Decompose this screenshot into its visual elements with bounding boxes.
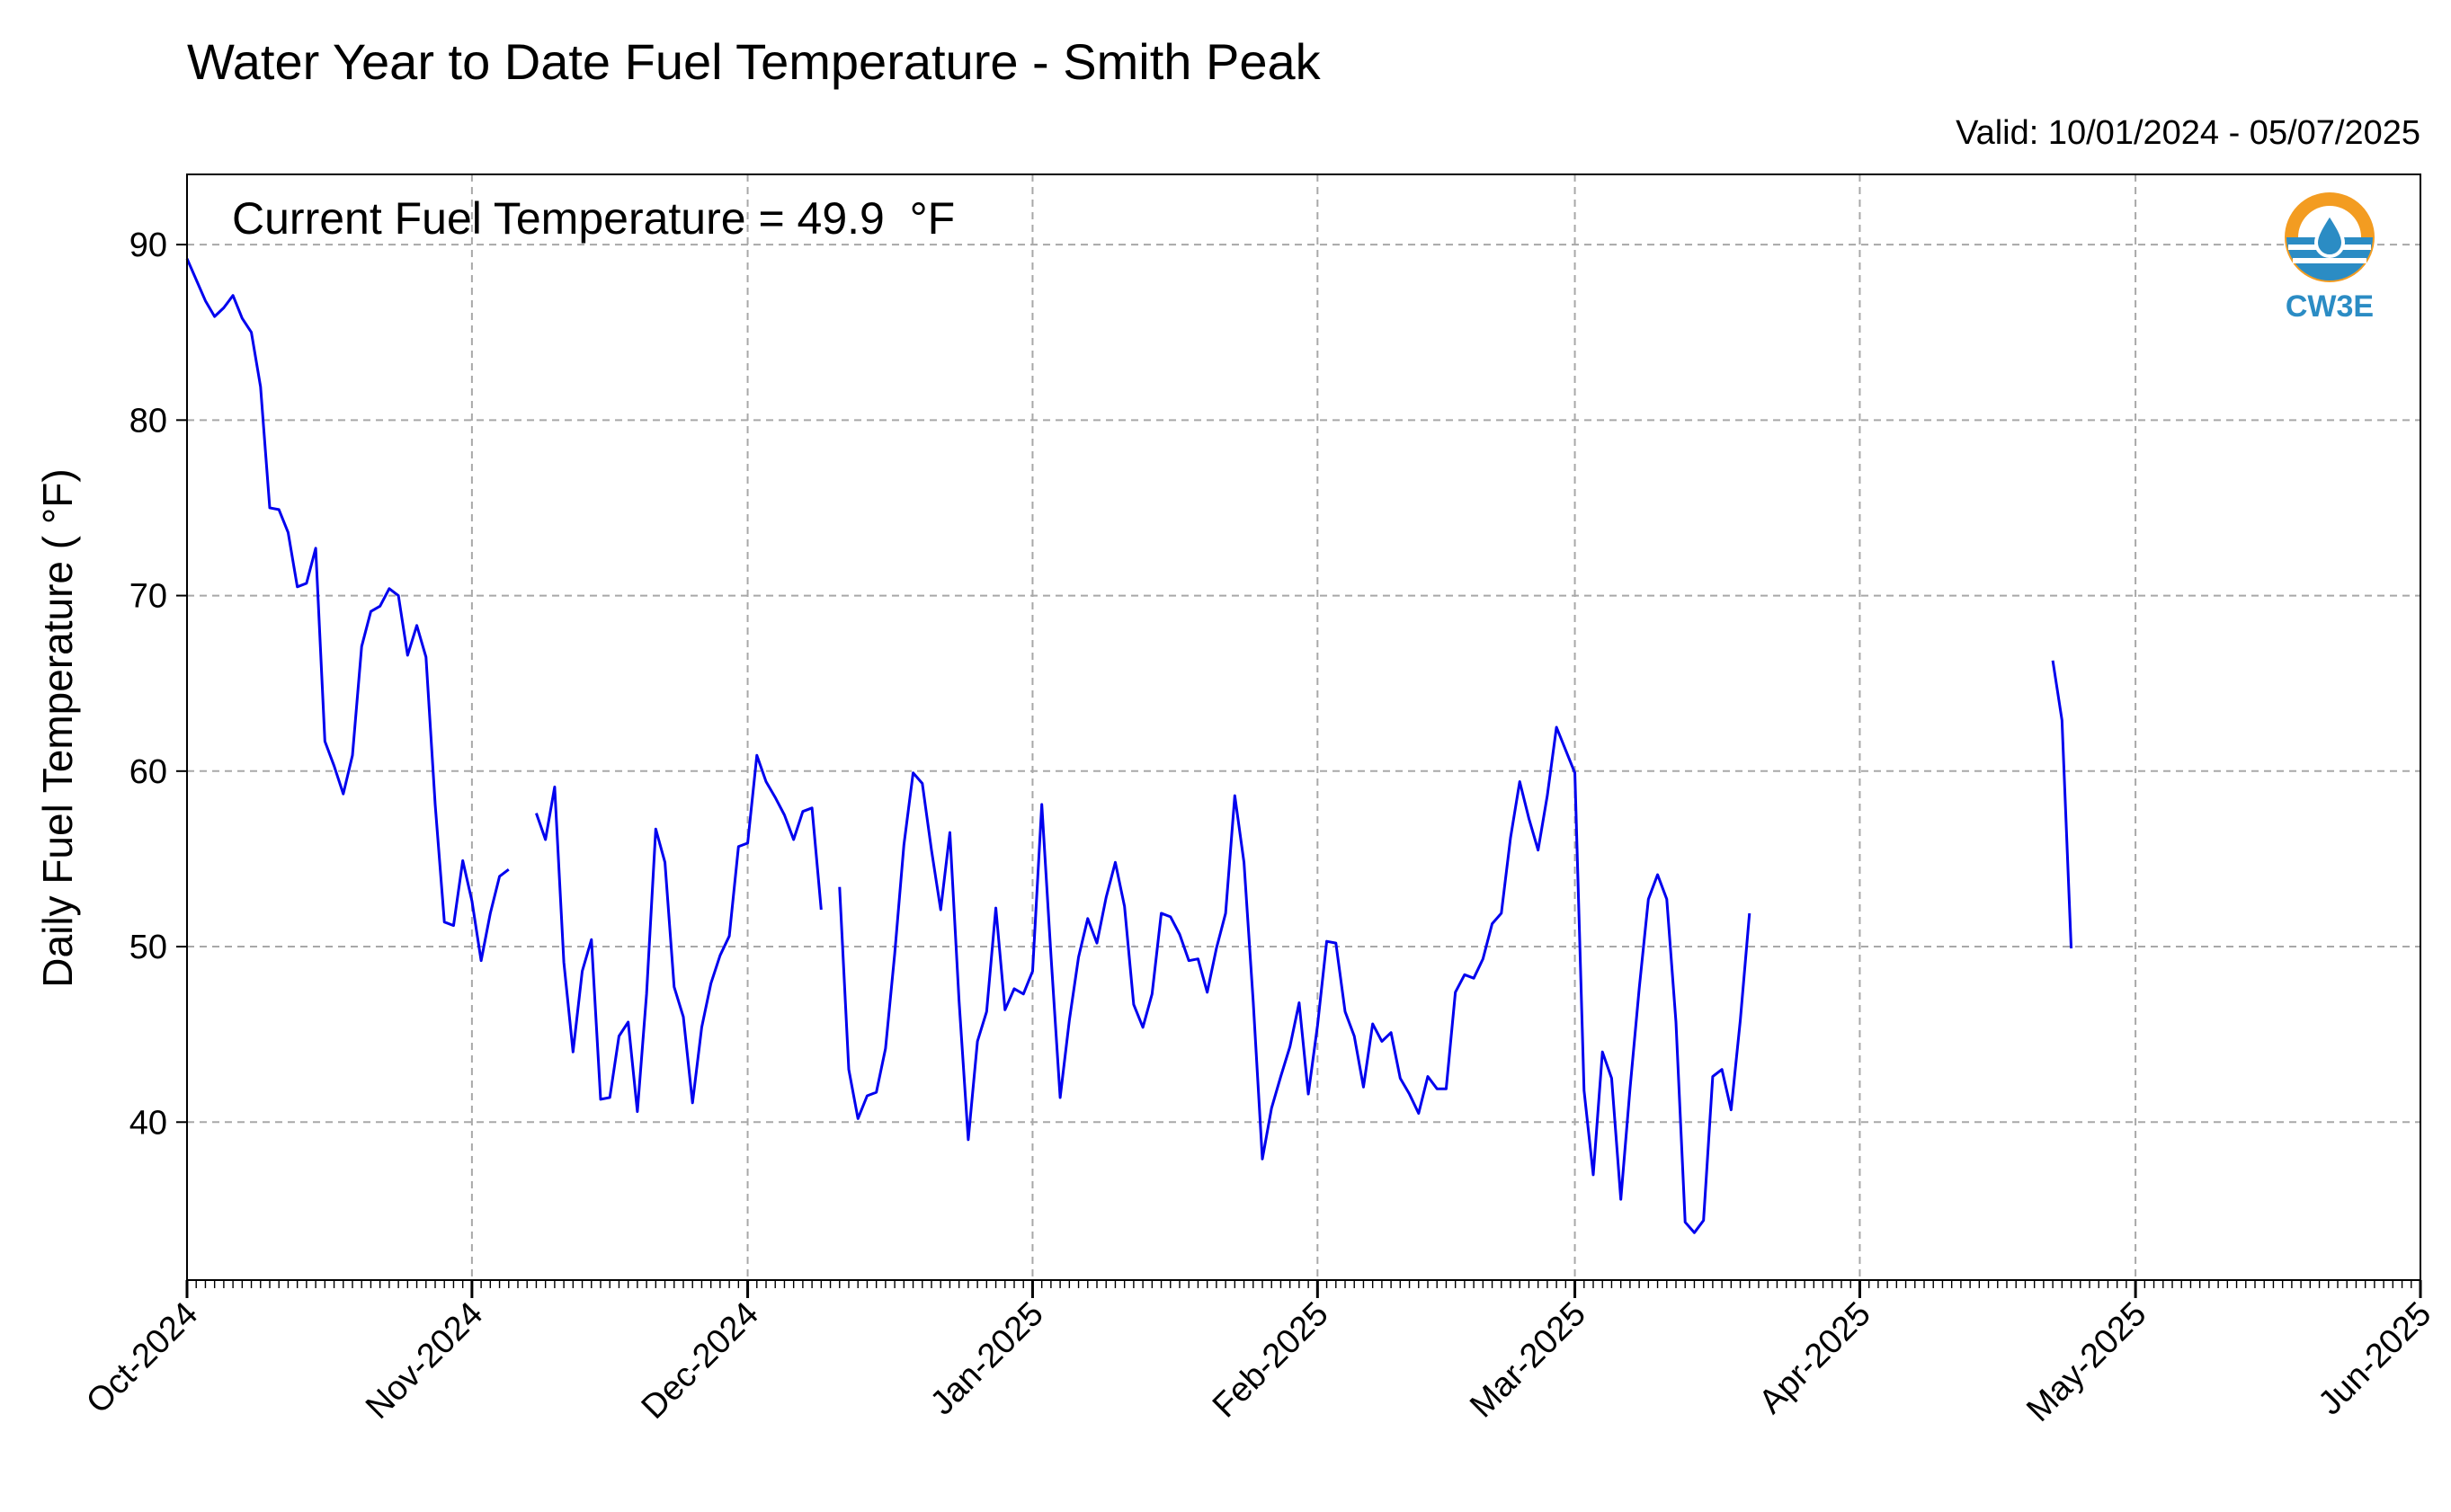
valid-date-range: Valid: 10/01/2024 - 05/07/2025 [1956, 114, 2420, 152]
fuel-temperature-line-segment [535, 753, 823, 1114]
cw3e-water-drop-logo-icon [2285, 192, 2375, 282]
series-line [185, 258, 2073, 1234]
grid-lines [187, 174, 2420, 1280]
y-axis-label: Daily Fuel Temperature ( °F) [34, 468, 81, 987]
chart-title: Water Year to Date Fuel Temperature - Sm… [187, 33, 1322, 90]
y-tick-label: 50 [129, 929, 167, 966]
fuel-temperature-line-segment [185, 258, 510, 963]
fuel-temperature-line-segment [838, 725, 1751, 1234]
y-tick-label: 70 [129, 578, 167, 616]
y-axis-tick-labels: 40 50 60 70 80 90 [129, 227, 167, 1142]
cw3e-logo-text: CW3E [2286, 289, 2374, 324]
y-tick-label: 90 [129, 227, 167, 264]
cw3e-logo: CW3E [2285, 192, 2375, 324]
y-tick-label: 60 [129, 753, 167, 791]
plot-frame [186, 173, 2421, 1281]
y-tick-label: 40 [129, 1104, 167, 1142]
y-tick-label: 80 [129, 402, 167, 440]
axis-ticks [176, 244, 2422, 1298]
fuel-temperature-line-segment [2051, 660, 2073, 949]
current-fuel-temperature-annotation: Current Fuel Temperature = 49.9 °F [232, 193, 955, 244]
